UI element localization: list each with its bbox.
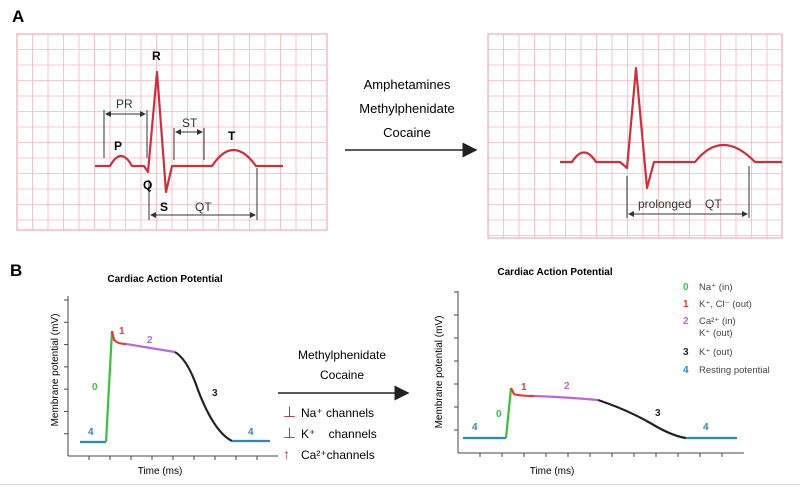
block-icon: ⊥	[283, 404, 296, 421]
phase-legend: 0 Na⁺ (in) 1 K⁺, Cl⁻ (out) 2 Ca²⁺ (in) K…	[683, 282, 770, 376]
legend-num-2: 2	[683, 316, 689, 327]
channel-ca: ↑ Ca²⁺channels	[283, 446, 375, 462]
bottom-divider	[0, 484, 800, 485]
pr-label: PR	[116, 97, 133, 111]
q-wave-label: Q	[143, 178, 152, 192]
ap-right-phase-3: 3	[655, 408, 661, 419]
drug-b-1: Methylphenidate	[298, 348, 386, 362]
legend-num-3: 3	[683, 347, 689, 358]
channel-ca-label: Ca²⁺channels	[301, 448, 375, 462]
ap-left-phase-0: 0	[92, 382, 98, 393]
ap-ylabel-left: Membrane potential (mV)	[50, 314, 61, 427]
qt-interval-marker	[148, 168, 258, 220]
channel-na-label: Na⁺ channels	[301, 406, 374, 420]
prolonged-qt-marker	[626, 166, 750, 218]
ap-title-left: Cardiac Action Potential	[107, 274, 222, 285]
ecg-trace-normal	[95, 70, 283, 194]
block-icon: ⊥	[283, 425, 296, 442]
panel-label-a: A	[12, 7, 24, 26]
channel-k-label: K⁺ channels	[301, 427, 377, 441]
r-wave-label: R	[152, 49, 161, 63]
legend-num-0: 0	[683, 282, 689, 293]
st-label: ST	[182, 116, 198, 130]
up-arrow-icon: ↑	[283, 446, 290, 462]
drug-a-3: Cocaine	[383, 125, 431, 140]
drug-b-2: Cocaine	[320, 368, 364, 382]
st-interval-marker	[173, 128, 205, 160]
ap-xlabel-right: Time (ms)	[530, 466, 575, 477]
ap-xlabel-left: Time (ms)	[138, 466, 183, 477]
ecg-trace-prolonged	[560, 66, 782, 190]
prolonged-label: prolonged	[638, 197, 691, 211]
ap-trace-right	[463, 387, 737, 440]
channel-na: ⊥ Na⁺ channels	[283, 404, 374, 421]
ap-left-phase-4a: 4	[88, 427, 94, 438]
ecg-grid-normal	[16, 33, 328, 231]
ap-axes-left	[64, 296, 278, 460]
ap-left-phase-4b: 4	[248, 427, 254, 438]
legend-text-2b: K⁺ (out)	[699, 328, 733, 339]
ap-left-phase-2: 2	[147, 335, 153, 346]
t-wave-label: T	[228, 129, 236, 143]
panel-label-b: B	[10, 261, 22, 280]
ap-right-phase-4b: 4	[703, 422, 709, 433]
legend-text-3: K⁺ (out)	[699, 347, 733, 358]
ap-ylabel-right: Membrane potential (mV)	[434, 316, 445, 429]
ecg-grid-prolonged	[487, 33, 783, 239]
ap-title-right: Cardiac Action Potential	[497, 267, 612, 278]
s-wave-label: S	[160, 200, 168, 214]
ap-right-phase-4a: 4	[472, 422, 478, 433]
ap-trace-left	[80, 330, 270, 444]
ap-right-phase-1: 1	[521, 382, 527, 393]
qt-label: QT	[195, 200, 212, 214]
drug-a-1: Amphetamines	[364, 77, 451, 92]
ap-right-phase-2: 2	[564, 381, 570, 392]
ap-left-phase-1: 1	[119, 326, 125, 337]
channel-k: ⊥ K⁺ channels	[283, 425, 377, 442]
prolonged-qt-label: QT	[705, 197, 722, 211]
drug-a-2: Methylphenidate	[359, 101, 454, 116]
legend-text-0: Na⁺ (in)	[699, 282, 733, 293]
legend-num-4: 4	[683, 365, 689, 376]
pr-interval-marker	[103, 110, 148, 158]
ap-axes-right	[454, 291, 744, 457]
legend-text-4: Resting potential	[699, 365, 770, 376]
p-wave-label: P	[114, 139, 122, 153]
legend-text-1: K⁺, Cl⁻ (out)	[699, 299, 752, 310]
ap-left-phase-3: 3	[212, 388, 218, 399]
legend-text-2a: Ca²⁺ (in)	[699, 316, 736, 327]
ap-right-phase-0: 0	[496, 409, 502, 420]
legend-num-1: 1	[683, 299, 689, 310]
